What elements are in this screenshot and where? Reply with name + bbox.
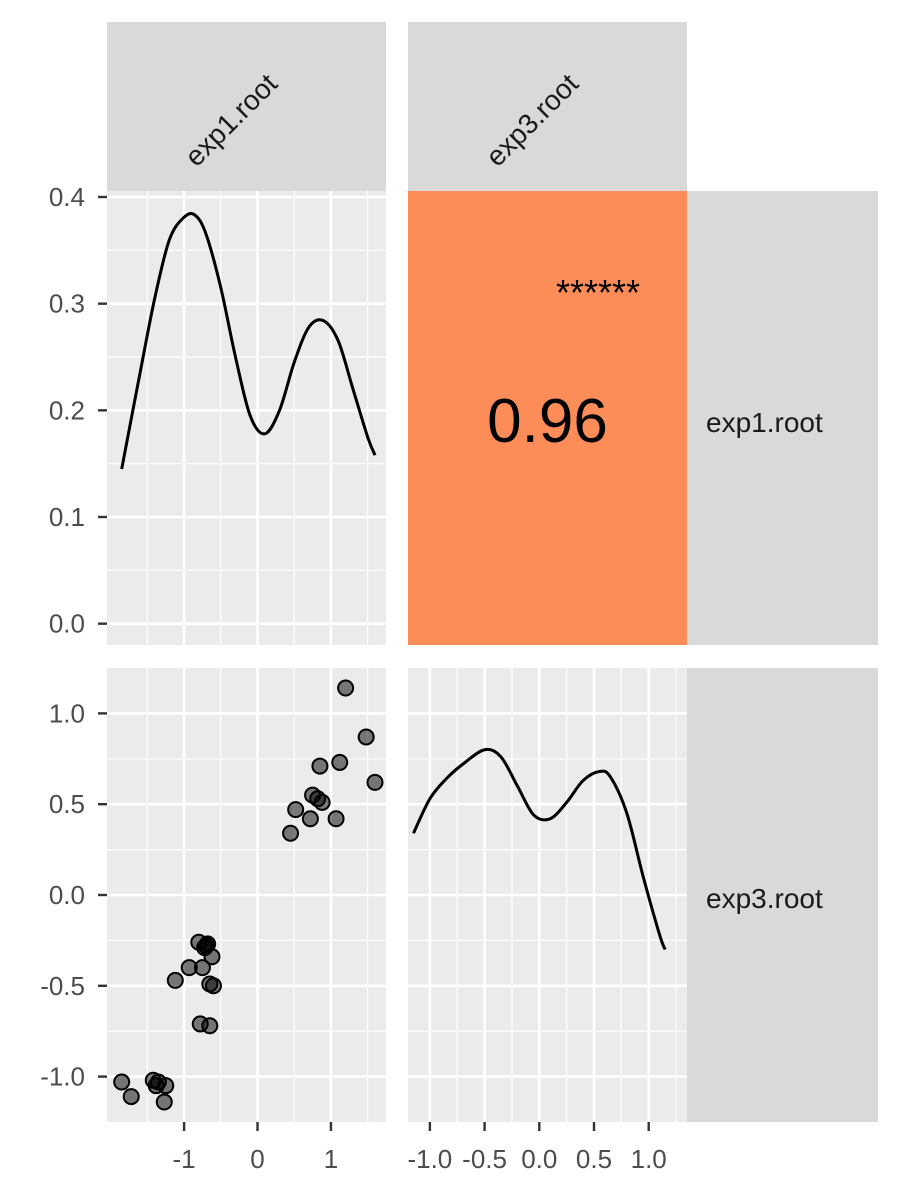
y-axis-top-row: 0.0 0.1 0.2 0.3 0.4	[49, 182, 107, 639]
scatter-point	[331, 753, 349, 771]
row-strip-label-exp1: exp1.root	[706, 407, 823, 438]
scatter-point	[311, 757, 329, 775]
scatter-point	[166, 971, 184, 989]
scatter-point	[199, 935, 217, 953]
x-tick-label: 1.0	[631, 1144, 667, 1174]
x-tick-label: -1	[173, 1144, 196, 1174]
x-tick-label: 0.5	[576, 1144, 612, 1174]
correlation-significance: ******	[556, 272, 640, 313]
x-tick-label: 0	[250, 1144, 264, 1174]
scatter-panel	[107, 668, 386, 1122]
density-panel-exp1-background	[107, 191, 386, 645]
y-tick-label: -0.5	[40, 971, 85, 1001]
correlation-value: 0.96	[487, 387, 608, 456]
density-panel-exp1	[107, 191, 386, 645]
scatter-point	[155, 1093, 173, 1111]
x-axis-right-column: -1.0 -0.5 0.0 0.5 1.0	[407, 1122, 667, 1174]
y-tick-label: 0.5	[49, 789, 85, 819]
scatter-point	[113, 1073, 131, 1091]
x-tick-label: 0.0	[521, 1144, 557, 1174]
y-tick-label: 1.0	[49, 698, 85, 728]
scatter-point	[357, 728, 375, 746]
scatter-point	[287, 801, 305, 819]
y-tick-label: -1.0	[40, 1062, 85, 1092]
density-curve-exp1	[120, 211, 377, 470]
row-strip-exp3	[687, 668, 878, 1122]
scatter-point	[201, 1017, 219, 1035]
scatter-point	[204, 977, 222, 995]
x-tick-label: 1	[324, 1144, 338, 1174]
density-curve-exp3	[412, 747, 667, 951]
y-tick-label: 0.0	[49, 609, 85, 639]
scatter-point	[301, 810, 319, 828]
x-tick-label: -0.5	[462, 1144, 507, 1174]
scatter-point	[327, 810, 345, 828]
scatter-point	[193, 959, 211, 977]
correlation-panel: ****** 0.96	[408, 191, 687, 645]
correlation-tile	[408, 191, 687, 645]
top-strips: exp1.root exp3.root	[107, 22, 687, 191]
scatter-point	[337, 679, 355, 697]
row-strip-label-exp3: exp3.root	[706, 883, 823, 914]
scatter-point	[282, 824, 300, 842]
density-panel-exp3	[408, 668, 687, 1122]
scatter-point	[313, 793, 331, 811]
right-strips: exp1.root exp3.root	[687, 191, 878, 1122]
y-tick-label: 0.0	[49, 880, 85, 910]
y-tick-label: 0.3	[49, 289, 85, 319]
scatter-point	[122, 1088, 140, 1106]
column-strip-exp3	[408, 22, 687, 191]
y-tick-label: 0.2	[49, 395, 85, 425]
x-tick-label: -1.0	[407, 1144, 452, 1174]
x-axis-left-column: -1 0 1	[173, 1122, 338, 1174]
scatter-point	[366, 773, 384, 791]
y-axis-bottom-row: -1.0 -0.5 0.0 0.5 1.0	[40, 698, 107, 1092]
scatter-point	[157, 1077, 175, 1095]
column-strip-exp1	[107, 22, 386, 191]
y-tick-label: 0.4	[49, 182, 85, 212]
row-strip-exp1	[687, 191, 878, 645]
y-tick-label: 0.1	[49, 502, 85, 532]
